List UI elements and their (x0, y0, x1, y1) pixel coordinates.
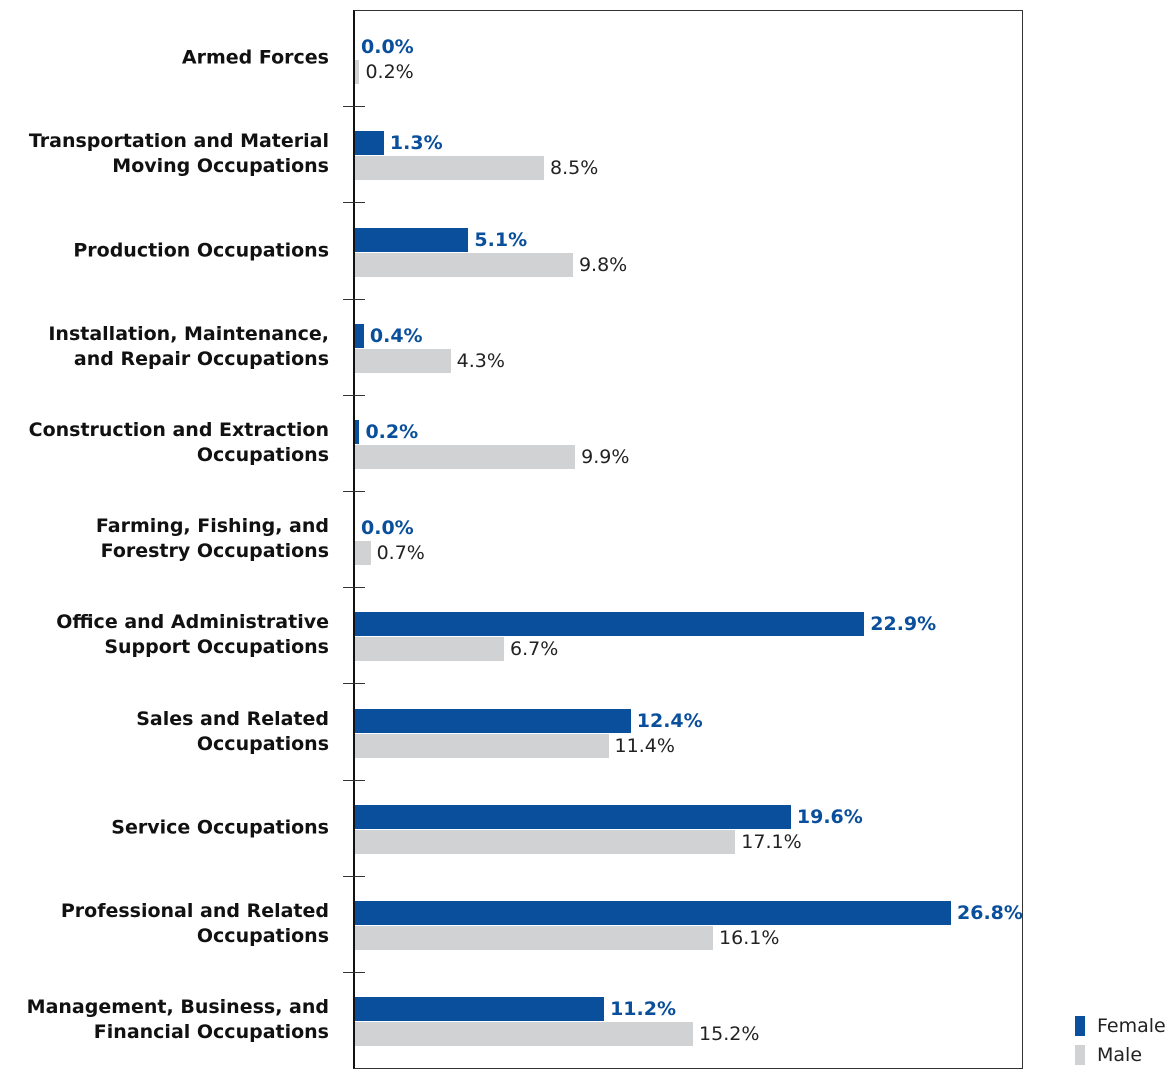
bar (355, 829, 736, 854)
value-label: 11.4% (614, 734, 675, 757)
category-tick (343, 394, 365, 396)
category-tick (343, 202, 365, 204)
legend-swatch (1075, 1016, 1085, 1036)
category-tick (343, 491, 365, 492)
value-label: 1.3% (389, 132, 443, 155)
bar (355, 708, 631, 733)
bar (355, 227, 469, 252)
legend-swatch (1075, 1045, 1085, 1065)
category-label: Management, Business, and Financial Occu… (26, 996, 329, 1044)
value-label: 12.4% (636, 709, 703, 732)
bar (355, 252, 573, 277)
value-label: 0.4% (369, 324, 423, 347)
category-tick (343, 779, 365, 781)
category-label: Farming, Fishing, and Forestry Occupatio… (95, 515, 329, 563)
category-label: Office and Administrative Support Occupa… (56, 611, 329, 659)
legend-label: Male (1097, 1044, 1143, 1066)
category-label: Service Occupations (111, 816, 329, 839)
bar (355, 348, 451, 373)
category-tick (343, 683, 365, 685)
value-label: 19.6% (796, 805, 863, 828)
bar (355, 804, 791, 829)
bar (355, 612, 865, 637)
value-label: 22.9% (870, 613, 937, 636)
value-label: 17.1% (741, 830, 802, 853)
bar (355, 419, 360, 444)
value-label: 8.5% (550, 157, 599, 180)
bar (355, 900, 951, 925)
category-label: Transportation and Material Moving Occup… (28, 130, 329, 178)
value-label: 0.2% (365, 61, 414, 84)
category-label: Professional and Related Occupations (60, 899, 329, 947)
value-label: 0.0% (361, 36, 414, 59)
category-tick (343, 972, 365, 973)
category-tick (343, 298, 365, 300)
value-label: 5.1% (474, 228, 528, 251)
category-label: Armed Forces (181, 46, 329, 69)
value-label: 15.2% (699, 1023, 760, 1046)
value-label: 9.9% (581, 445, 630, 468)
value-label: 4.3% (456, 349, 505, 372)
value-label: 0.7% (376, 542, 425, 565)
bar (355, 541, 371, 566)
category-tick (343, 587, 365, 589)
value-label: 16.1% (719, 926, 780, 949)
bar (355, 156, 545, 181)
category-label: Sales and Related Occupations (136, 707, 329, 755)
category-label: Construction and Extraction Occupations (28, 418, 329, 466)
value-label: 6.7% (510, 638, 559, 661)
bar (355, 60, 360, 85)
bar (355, 444, 576, 469)
legend-label: Female (1097, 1015, 1166, 1037)
value-label: 26.8% (957, 901, 1023, 924)
value-label: 9.8% (578, 253, 628, 276)
bar (355, 925, 714, 950)
bar (355, 131, 384, 156)
category-tick (343, 875, 365, 877)
category-label: Installation, Maintenance, and Repair Oc… (48, 322, 329, 370)
value-label: 0.2% (365, 420, 419, 443)
bar (355, 1022, 694, 1047)
value-label: 11.2% (610, 998, 676, 1021)
category-tick (343, 106, 365, 108)
bar (355, 323, 364, 348)
bar (355, 637, 504, 662)
bar (355, 733, 609, 758)
value-label: 0.0% (361, 517, 414, 540)
bar (355, 997, 605, 1022)
category-label: Production Occupations (73, 239, 329, 261)
